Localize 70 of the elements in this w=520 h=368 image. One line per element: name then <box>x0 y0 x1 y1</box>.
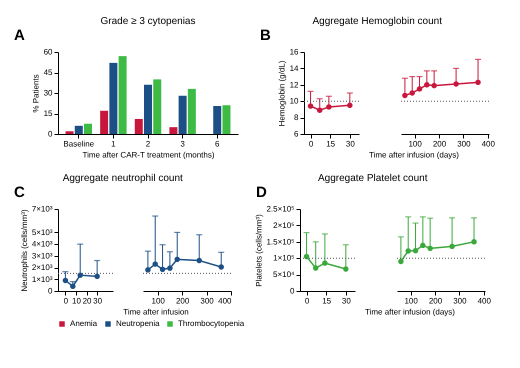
y-axis-title: Hemoglobin (g/dL) <box>278 60 287 126</box>
x-tick-label: 400 <box>218 296 232 306</box>
x-tick-label: 100 <box>151 296 166 306</box>
y-tick-label: 3×10³ <box>32 251 53 260</box>
x-axis-title: Time after infusion (days) <box>369 150 460 160</box>
y-tick-label: 0 <box>48 130 54 138</box>
x-axis-title: Time after infusion <box>123 308 189 316</box>
x-tick-label: 300 <box>457 140 472 148</box>
y-tick-label: 4×10³ <box>32 240 53 249</box>
x-tick-label: 20 <box>82 296 92 306</box>
x-tick-label: 100 <box>404 296 418 306</box>
x-tick-label: 100 <box>408 140 422 148</box>
x-axis-title: Time after infusion (days) <box>365 308 456 316</box>
x-tick-label: 3 <box>180 140 186 148</box>
x-tick-label: 200 <box>176 296 190 306</box>
x-tick-label: 6 <box>215 140 220 148</box>
y-tick-label: 5×10³ <box>32 228 53 237</box>
y-tick-label: 1.5×10⁵ <box>266 237 294 246</box>
x-tick-label: 200 <box>428 296 443 306</box>
x-tick-label: 400 <box>482 140 496 148</box>
x-tick-label: 10 <box>72 296 82 306</box>
legend-label: Neutropenia <box>116 319 160 328</box>
y-tick-label: 15 <box>44 109 54 118</box>
x-tick-label: 30 <box>346 140 356 148</box>
y-tick-label: 30 <box>44 88 54 98</box>
chart-title: Grade ≥ 3 cytopenias <box>100 16 196 27</box>
y-tick-label: 12 <box>290 80 300 90</box>
y-tick-label: 14 <box>290 64 300 73</box>
y-tick-label: 1×10⁵ <box>273 254 294 263</box>
y-tick-label: 0 <box>48 286 54 296</box>
x-tick-label: 0 <box>308 140 314 148</box>
y-axis-title: Platelets (cells/mm³) <box>254 214 264 287</box>
x-tick-label: 30 <box>93 296 103 306</box>
chart-title: Aggregate neutrophil count <box>62 173 184 184</box>
text: C <box>14 184 25 201</box>
text: D <box>256 184 267 201</box>
y-tick-label: 60 <box>44 48 54 56</box>
y-tick-label: 6 <box>294 130 300 138</box>
x-tick-label: 400 <box>478 296 492 306</box>
x-tick-label: 30 <box>342 296 352 306</box>
y-tick-label: 2.5×10⁵ <box>266 204 294 214</box>
y-tick-label: 1×10³ <box>32 274 53 284</box>
y-tick-label: 8 <box>294 113 300 122</box>
legend-label: Thrombocytopenia <box>178 319 245 328</box>
x-tick-label: 0 <box>304 296 310 306</box>
y-axis-title: Neutrophils (cells/mm³) <box>20 209 29 292</box>
text: A <box>14 27 25 44</box>
x-tick-label: 1 <box>111 140 116 148</box>
y-tick-label: 5×10⁴ <box>273 270 296 280</box>
x-tick-label: 300 <box>453 296 468 306</box>
x-tick-label: Baseline <box>63 140 95 148</box>
y-tick-label: 10 <box>290 96 300 106</box>
y-tick-label: 45 <box>44 68 54 77</box>
x-tick-label: 200 <box>432 140 447 148</box>
y-tick-label: 16 <box>290 48 300 56</box>
chart-title: Aggregate Hemoglobin count <box>312 16 442 27</box>
y-axis-title: % Patients <box>32 74 41 113</box>
y-tick-label: 2×10⁵ <box>273 220 294 230</box>
y-tick-label: 2×10³ <box>32 263 53 272</box>
text: B <box>260 27 271 44</box>
y-tick-label: 0 <box>290 286 296 296</box>
x-tick-label: 300 <box>200 296 214 306</box>
x-tick-label: 15 <box>326 140 336 148</box>
legend-label: Anemia <box>70 319 98 328</box>
x-axis-title: Time after CAR-T treatment (months) <box>82 150 215 160</box>
x-tick-label: 2 <box>146 140 151 148</box>
chart-title: Aggregate Platelet count <box>318 173 428 184</box>
x-tick-label: 0 <box>64 296 69 306</box>
x-tick-label: 15 <box>322 296 332 306</box>
y-tick-label: 7×10³ <box>32 204 53 214</box>
